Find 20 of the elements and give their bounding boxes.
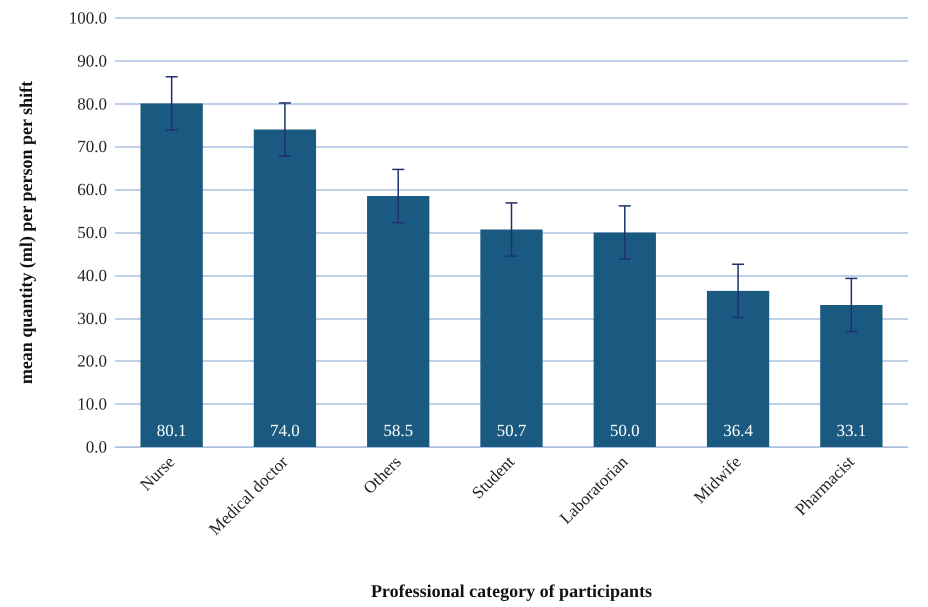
- x-axis-title: Professional category of participants: [370, 581, 652, 601]
- y-tick-label: 0.0: [86, 438, 107, 456]
- data-label: 80.1: [156, 421, 187, 440]
- y-tick-label: 10.0: [77, 394, 107, 414]
- y-axis-title: mean quantity (ml) per person per shift: [16, 80, 36, 384]
- data-label: 36.4: [723, 421, 754, 440]
- y-tick-label: 90.0: [77, 51, 107, 70]
- y-tick-label: 100.0: [68, 8, 107, 28]
- data-label: 50.0: [610, 421, 640, 440]
- y-tick-label: 60.0: [77, 180, 107, 200]
- data-label: 33.1: [836, 421, 866, 440]
- y-tick-label: 70.0: [77, 137, 107, 156]
- y-tick-label: 50.0: [77, 223, 107, 242]
- y-tick-label: 40.0: [77, 266, 107, 285]
- data-label: 50.7: [496, 421, 527, 440]
- y-tick-label: 30.0: [77, 308, 107, 328]
- data-label: 74.0: [270, 421, 300, 440]
- data-label: 58.5: [383, 421, 414, 440]
- y-tick-label: 80.0: [77, 94, 107, 114]
- y-tick-label: 20.0: [77, 352, 107, 371]
